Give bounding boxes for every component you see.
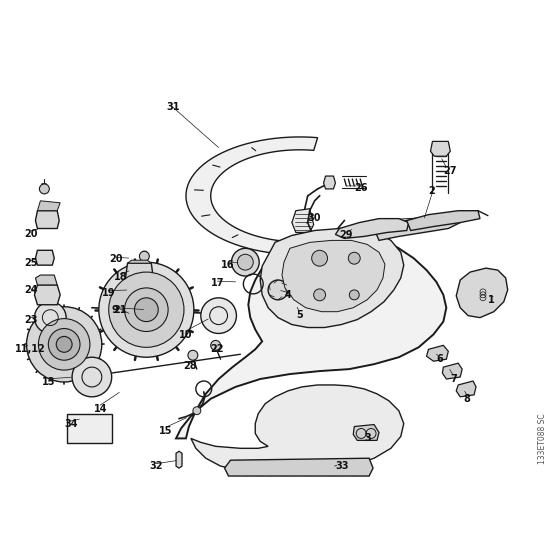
Text: 2: 2 (428, 186, 435, 196)
Circle shape (312, 250, 328, 266)
Circle shape (201, 298, 236, 333)
Polygon shape (38, 201, 60, 211)
Polygon shape (176, 451, 182, 468)
Text: 14: 14 (94, 404, 108, 414)
Text: 17: 17 (211, 278, 224, 288)
Circle shape (39, 319, 90, 370)
Text: 8: 8 (463, 394, 470, 404)
Text: 31: 31 (166, 102, 180, 112)
Circle shape (48, 329, 80, 360)
Circle shape (188, 351, 198, 360)
Circle shape (268, 280, 288, 300)
Polygon shape (324, 176, 335, 189)
Polygon shape (35, 250, 54, 265)
Polygon shape (282, 240, 385, 312)
Text: 24: 24 (25, 285, 38, 295)
Circle shape (134, 298, 158, 321)
Text: 25: 25 (25, 258, 38, 268)
Text: 27: 27 (444, 166, 457, 176)
Text: 20: 20 (25, 228, 38, 239)
Text: 18: 18 (114, 272, 127, 282)
Circle shape (56, 337, 72, 352)
Text: 4: 4 (285, 290, 292, 300)
Text: 11,12: 11,12 (15, 344, 45, 354)
Polygon shape (456, 381, 476, 397)
Text: 33: 33 (335, 461, 349, 471)
Polygon shape (456, 268, 508, 318)
Text: 30: 30 (308, 213, 321, 223)
Polygon shape (186, 137, 318, 254)
Polygon shape (353, 424, 379, 440)
Text: 10: 10 (179, 329, 193, 339)
Polygon shape (225, 458, 373, 476)
Polygon shape (335, 218, 409, 239)
Circle shape (99, 262, 194, 357)
Circle shape (348, 252, 360, 264)
Polygon shape (35, 275, 57, 285)
Circle shape (35, 302, 66, 333)
Polygon shape (374, 216, 460, 240)
Circle shape (26, 307, 102, 382)
Text: 5: 5 (296, 310, 302, 320)
Circle shape (237, 254, 253, 270)
Text: 7: 7 (450, 374, 457, 384)
Polygon shape (260, 228, 404, 328)
Text: 15: 15 (159, 426, 172, 436)
Polygon shape (431, 141, 450, 156)
Text: 133ET088 SC: 133ET088 SC (538, 413, 547, 464)
Text: 23: 23 (25, 315, 38, 325)
Polygon shape (125, 263, 153, 293)
Polygon shape (67, 414, 111, 444)
Circle shape (314, 289, 325, 301)
Text: 20: 20 (110, 254, 123, 264)
Circle shape (109, 272, 184, 347)
Polygon shape (191, 385, 404, 472)
Text: 28: 28 (183, 361, 197, 371)
Circle shape (124, 288, 168, 332)
Circle shape (349, 290, 359, 300)
Polygon shape (427, 346, 449, 361)
Text: 29: 29 (339, 231, 353, 240)
Text: 9: 9 (111, 305, 118, 315)
Text: 34: 34 (64, 419, 78, 428)
Polygon shape (125, 312, 153, 329)
Text: 13: 13 (43, 377, 56, 387)
Text: 22: 22 (211, 344, 224, 354)
Polygon shape (35, 211, 59, 228)
Text: 26: 26 (354, 183, 368, 193)
Text: 3: 3 (364, 433, 371, 444)
Polygon shape (442, 363, 462, 379)
Text: 16: 16 (221, 260, 234, 270)
Text: 6: 6 (436, 354, 443, 364)
Polygon shape (35, 285, 60, 305)
Circle shape (139, 251, 150, 261)
Text: 1: 1 (488, 295, 494, 305)
Circle shape (193, 407, 201, 414)
Polygon shape (128, 260, 151, 263)
Circle shape (231, 248, 259, 276)
Polygon shape (292, 209, 314, 232)
Polygon shape (407, 211, 480, 231)
Text: 21: 21 (114, 305, 127, 315)
Polygon shape (176, 232, 446, 438)
Polygon shape (128, 294, 151, 310)
Circle shape (72, 357, 111, 397)
Circle shape (39, 184, 49, 194)
Circle shape (211, 340, 221, 351)
Text: 19: 19 (102, 288, 115, 298)
Text: 32: 32 (150, 461, 163, 471)
